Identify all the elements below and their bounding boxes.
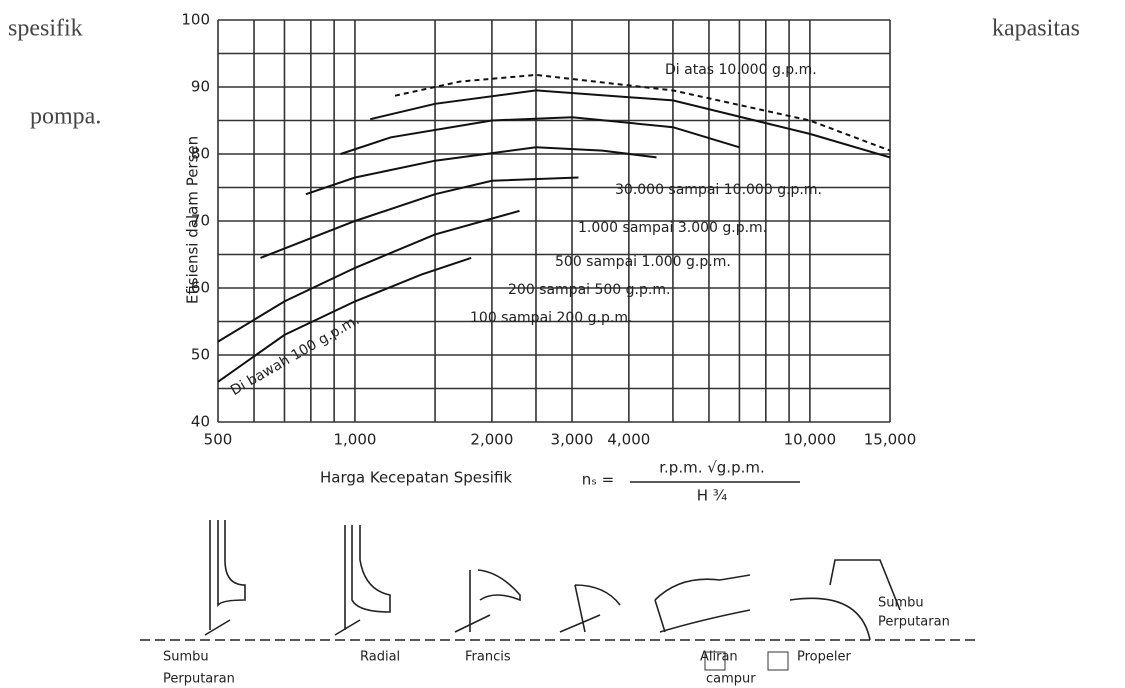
y-tick-label: 50 bbox=[191, 346, 210, 364]
formula: r.p.m. √g.p.m. bbox=[659, 459, 765, 477]
impeller-label: Sumbu bbox=[878, 596, 924, 611]
y-tick-label: 80 bbox=[191, 145, 210, 163]
series-label: Di atas 10.000 g.p.m. bbox=[665, 62, 817, 78]
impeller-label: Propeler bbox=[797, 650, 851, 665]
x-tick-label: 500 bbox=[204, 431, 233, 449]
impeller-label: Perputaran bbox=[878, 615, 950, 630]
formula: H ¾ bbox=[697, 487, 728, 505]
impeller-label: Radial bbox=[360, 650, 400, 665]
impeller-label: campur bbox=[706, 672, 756, 687]
series-label: 30.000 sampai 10.000 g.p.m. bbox=[615, 182, 822, 198]
doc-word: kapasitas bbox=[992, 16, 1080, 42]
series-label: 100 sampai 200 g.p.m. bbox=[470, 310, 632, 326]
x-tick-label: 15,000 bbox=[864, 431, 917, 449]
y-tick-label: 100 bbox=[181, 11, 210, 29]
impeller-label: Francis bbox=[465, 650, 511, 665]
y-tick-label: 60 bbox=[191, 279, 210, 297]
series-label: 1.000 sampai 3.000 g.p.m. bbox=[578, 220, 767, 236]
x-axis-label: Harga Kecepatan Spesifik bbox=[320, 469, 512, 487]
x-tick-label: 2,000 bbox=[470, 431, 513, 449]
doc-word: pompa. bbox=[30, 104, 101, 130]
y-tick-label: 40 bbox=[191, 413, 210, 431]
impeller-label: Aliran bbox=[700, 650, 738, 665]
x-tick-label: 4,000 bbox=[607, 431, 650, 449]
series-line bbox=[261, 178, 579, 258]
y-tick-label: 90 bbox=[191, 78, 210, 96]
doc-word: spesifik bbox=[8, 16, 83, 42]
impeller-label: Perputaran bbox=[163, 672, 235, 687]
impeller-label: Sumbu bbox=[163, 650, 209, 665]
y-tick-label: 70 bbox=[191, 212, 210, 230]
formula: nₛ = bbox=[582, 471, 614, 489]
impeller-sketches bbox=[140, 520, 980, 670]
x-tick-label: 1,000 bbox=[333, 431, 376, 449]
page: spesifik pompa. kapasitas Efisiensi dala… bbox=[0, 0, 1125, 688]
series-label: 200 sampai 500 g.p.m. bbox=[508, 282, 670, 298]
x-tick-label: 10,000 bbox=[784, 431, 837, 449]
series-label: 500 sampai 1.000 g.p.m. bbox=[555, 254, 731, 270]
x-tick-label: 3,000 bbox=[551, 431, 594, 449]
